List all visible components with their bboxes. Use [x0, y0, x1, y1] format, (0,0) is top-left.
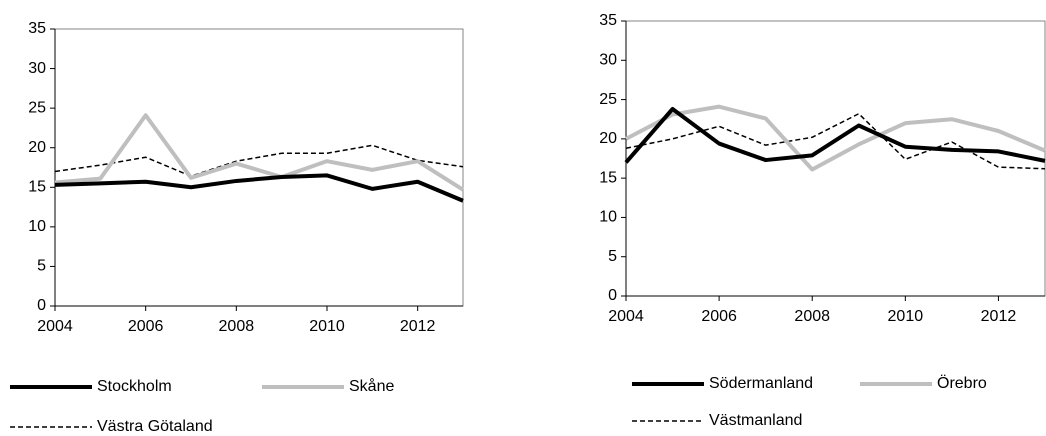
y-tick-label: 30: [28, 60, 46, 77]
x-tick-label: 2006: [128, 318, 164, 335]
series-line: [624, 107, 1046, 164]
series-line: [54, 173, 464, 203]
y-tick-label: 20: [28, 139, 46, 156]
legend-label: Södermanland: [709, 375, 813, 392]
legend-label: Västmanland: [709, 412, 802, 429]
x-tick-label: 2004: [608, 308, 644, 325]
y-tick-label: 30: [599, 52, 617, 69]
x-tick-label: 2010: [888, 308, 924, 325]
x-tick-label: 2012: [400, 318, 436, 335]
legend-label: Västra Götaland: [97, 418, 213, 435]
y-tick-label: 35: [28, 20, 46, 37]
y-tick-label: 10: [599, 209, 617, 226]
legend-label: Stockholm: [97, 378, 172, 395]
y-tick-label: 0: [608, 287, 617, 304]
legend-label: Skåne: [349, 377, 394, 395]
x-tick-label: 2010: [309, 318, 345, 335]
series-line: [54, 113, 465, 192]
x-tick-label: 2008: [219, 318, 255, 335]
y-tick-label: 0: [37, 297, 46, 314]
y-tick-label: 10: [28, 218, 46, 235]
series-line: [625, 104, 1046, 172]
y-tick-label: 5: [37, 258, 46, 275]
series-line: [625, 112, 1046, 170]
x-tick-label: 2012: [981, 308, 1017, 325]
y-tick-label: 15: [28, 179, 46, 196]
y-tick-label: 25: [599, 91, 617, 108]
x-tick-label: 2008: [794, 308, 830, 325]
y-tick-label: 15: [599, 169, 617, 186]
y-tick-label: 20: [599, 130, 617, 147]
legend-label: Örebro: [937, 374, 987, 392]
y-tick-label: 25: [28, 99, 46, 116]
y-tick-label: 5: [608, 248, 617, 265]
plot-frame: [54, 28, 464, 307]
x-tick-label: 2006: [701, 308, 737, 325]
series-line: [54, 144, 464, 177]
x-tick-label: 2004: [37, 318, 73, 335]
y-tick-label: 35: [599, 12, 617, 29]
